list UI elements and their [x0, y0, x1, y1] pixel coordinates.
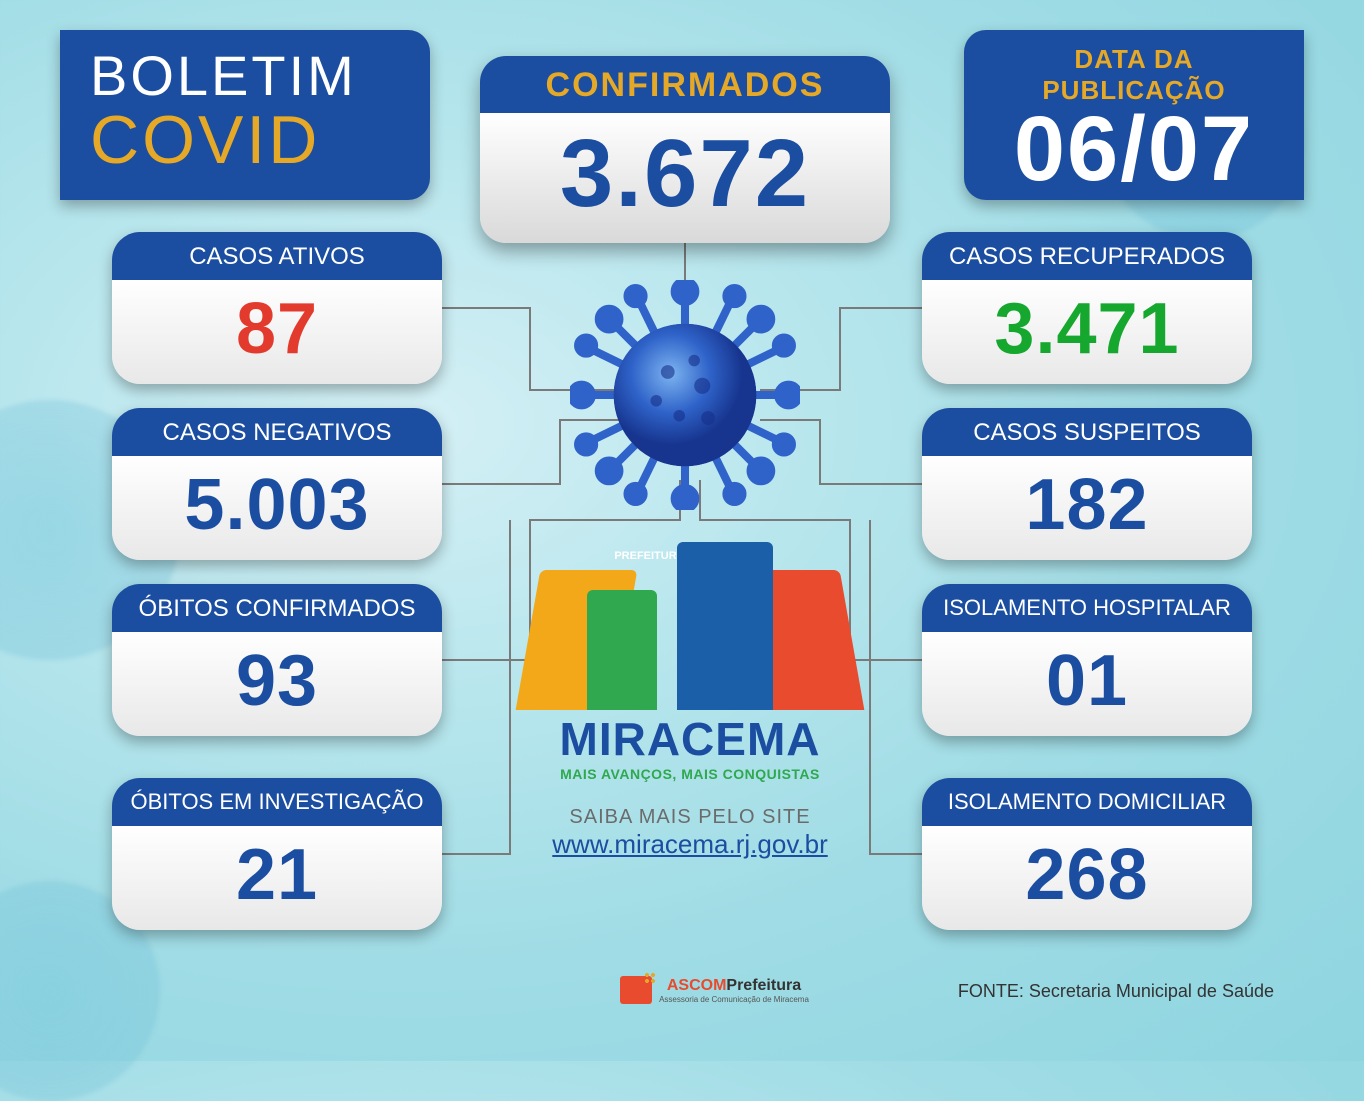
stat-label: ÓBITOS EM INVESTIGAÇÃO [112, 778, 442, 826]
stat-label: CASOS ATIVOS [112, 232, 442, 280]
stat-card-isolamento-hospitalar: ISOLAMENTO HOSPITALAR 01 [922, 584, 1252, 736]
stat-card-casos-suspeitos: CASOS SUSPEITOS 182 [922, 408, 1252, 560]
title-line2: COVID [90, 106, 400, 174]
municipality-logo: PREFEITURA MUNICIPAL DE MIRACEMA MAIS AV… [510, 540, 870, 860]
logo-tagline: MAIS AVANÇOS, MAIS CONQUISTAS [510, 766, 870, 782]
stat-value: 182 [922, 456, 1252, 560]
logo-city-name: MIRACEMA [510, 712, 870, 766]
stat-card-casos-ativos: CASOS ATIVOS 87 [112, 232, 442, 384]
ascom-bold: ASCOM [667, 977, 727, 994]
stat-card-obitos-investigacao: ÓBITOS EM INVESTIGAÇÃO 21 [112, 778, 442, 930]
stat-value: 21 [112, 826, 442, 930]
source-text: FONTE: Secretaria Municipal de Saúde [958, 981, 1274, 1002]
stat-value: 01 [922, 632, 1252, 736]
stat-value: 5.003 [112, 456, 442, 560]
stat-value: 87 [112, 280, 442, 384]
publication-label: DATA DA PUBLICAÇÃO [984, 44, 1284, 106]
site-url-link[interactable]: www.miracema.rj.gov.br [552, 829, 827, 859]
confirmed-value: 3.672 [480, 113, 890, 243]
confirmed-card: CONFIRMADOS 3.672 [480, 56, 890, 243]
ascom-rest: Prefeitura [726, 977, 801, 994]
publication-date: 06/07 [984, 106, 1284, 193]
publication-panel: DATA DA PUBLICAÇÃO 06/07 [964, 30, 1304, 200]
stat-label: ISOLAMENTO DOMICILIAR [922, 778, 1252, 826]
ascom-sub: Assessoria de Comunicação de Miracema [659, 995, 809, 1004]
stat-value: 268 [922, 826, 1252, 930]
stat-card-casos-negativos: CASOS NEGATIVOS 5.003 [112, 408, 442, 560]
ascom-logo: ASCOMPrefeitura Assessoria de Comunicaçã… [620, 976, 809, 1004]
confirmed-label: CONFIRMADOS [480, 56, 890, 113]
stat-value: 3.471 [922, 280, 1252, 384]
logo-buildings-icon: PREFEITURA MUNICIPAL DE [510, 540, 870, 710]
stat-label: CASOS RECUPERADOS [922, 232, 1252, 280]
stat-label: CASOS NEGATIVOS [112, 408, 442, 456]
stat-label: ÓBITOS CONFIRMADOS [112, 584, 442, 632]
stat-value: 93 [112, 632, 442, 736]
stat-card-isolamento-domiciliar: ISOLAMENTO DOMICILIAR 268 [922, 778, 1252, 930]
stat-card-obitos-confirmados: ÓBITOS CONFIRMADOS 93 [112, 584, 442, 736]
virus-icon [570, 280, 800, 510]
stat-label: ISOLAMENTO HOSPITALAR [922, 584, 1252, 632]
stat-card-casos-recuperados: CASOS RECUPERADOS 3.471 [922, 232, 1252, 384]
title-panel: BOLETIM COVID [60, 30, 430, 200]
stat-label: CASOS SUSPEITOS [922, 408, 1252, 456]
title-line1: BOLETIM [90, 48, 400, 104]
infographic-container: BOLETIM COVID DATA DA PUBLICAÇÃO 06/07 C… [60, 20, 1304, 1010]
ascom-mark-icon [620, 976, 652, 1004]
site-label: SAIBA MAIS PELO SITE [510, 806, 870, 829]
